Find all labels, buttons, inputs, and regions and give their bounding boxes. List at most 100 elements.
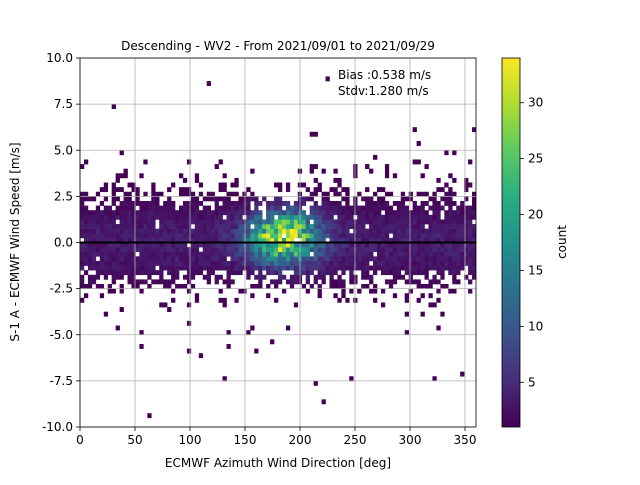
heatmap-cell [436,265,441,271]
heatmap-cell [198,182,204,188]
heatmap-cell [313,214,318,220]
heatmap-cell [135,233,140,239]
heatmap-cell [313,247,318,253]
heatmap-cell [226,237,231,243]
heatmap-cell [460,205,465,211]
heatmap-cell [388,247,394,253]
heatmap-cell [111,210,116,216]
heatmap-cell [377,260,382,266]
heatmap-cell [329,284,334,289]
heatmap-cell [404,330,409,336]
heatmap-cell [175,242,180,248]
heatmap-cell [83,191,89,197]
heatmap-cell [468,182,473,188]
heatmap-cell [119,150,124,156]
heatmap-cell [337,177,342,183]
heatmap-cell [349,256,354,262]
heatmap-cell [127,265,132,271]
heatmap-cell [361,228,366,234]
heatmap-cell [246,242,251,248]
heatmap-cell [186,274,192,280]
heatmap-cell [115,256,120,262]
heatmap-cell [345,233,350,239]
heatmap-cell [159,233,164,239]
heatmap-cell [107,284,112,289]
heatmap-cell [384,228,390,234]
heatmap-cell [139,237,144,243]
heatmap-cell [408,260,413,266]
heatmap-cell [246,210,251,216]
heatmap-cell [380,237,386,243]
bias-annotation: Bias :0.538 m/s [338,68,431,82]
heatmap-cell [123,228,128,234]
heatmap-cell [226,210,231,216]
heatmap-cell [190,233,196,239]
heatmap-cell [440,311,445,317]
heatmap-cell [337,242,342,248]
heatmap-cell [270,256,275,262]
heatmap-cell [452,210,457,216]
heatmap-cell [420,247,425,253]
heatmap-cell [301,265,307,271]
heatmap-cell [163,210,168,216]
heatmap-cell [456,265,461,271]
heatmap-cell [222,237,227,243]
colorbar-tick-label: 25 [528,152,543,166]
heatmap-cell [190,242,196,248]
heatmap-cell [135,214,140,220]
heatmap-cell [377,265,382,271]
heatmap-cell [167,260,172,266]
heatmap-cell [464,237,469,243]
heatmap-cell [380,196,386,202]
heatmap-cell [182,233,188,239]
heatmap-cell [400,205,406,211]
heatmap-cell [111,224,116,229]
heatmap-cell [432,251,437,257]
heatmap-cell [206,237,211,243]
heatmap-cell [238,256,243,262]
heatmap-cell [182,214,188,220]
heatmap-cell [305,256,310,262]
heatmap-cell [321,251,326,257]
heatmap-cell [357,210,362,216]
heatmap-cell [464,242,469,248]
heatmap-cell [412,205,417,211]
heatmap-cell [274,228,279,234]
heatmap-cell [416,279,421,285]
heatmap-cell [448,242,453,248]
heatmap-cell [103,210,109,216]
heatmap-cell [214,219,219,225]
heatmap-cell [369,168,374,174]
heatmap-cell [246,256,251,262]
heatmap-cell [91,196,97,202]
heatmap-cell [210,219,215,225]
heatmap-cell [242,242,247,248]
heatmap-cell [131,228,136,234]
heatmap-cell [285,279,291,285]
heatmap-cell [131,205,136,211]
heatmap-cell [238,265,243,271]
heatmap-cells [80,76,476,419]
heatmap-cell [242,265,247,271]
heatmap-cell [266,219,271,225]
heatmap-cell [460,247,465,253]
heatmap-cell [159,237,164,243]
heatmap-cell [107,260,112,266]
chart-title: Descending - WV2 - From 2021/09/01 to 20… [121,39,435,53]
heatmap-cell [432,233,437,239]
heatmap-cell [111,237,116,243]
heatmap-cell [365,205,370,211]
heatmap-cell [210,191,215,197]
heatmap-cell [155,256,160,262]
heatmap-cell [289,279,295,285]
heatmap-cell [115,233,120,239]
heatmap-cell [202,196,208,202]
heatmap-cell [226,270,231,276]
heatmap-cell [361,274,366,280]
heatmap-cell [167,307,172,312]
heatmap-cell [103,182,109,188]
heatmap-cell [182,187,188,193]
heatmap-cell [329,237,334,243]
heatmap-cell [317,233,322,239]
heatmap-cell [99,251,105,257]
